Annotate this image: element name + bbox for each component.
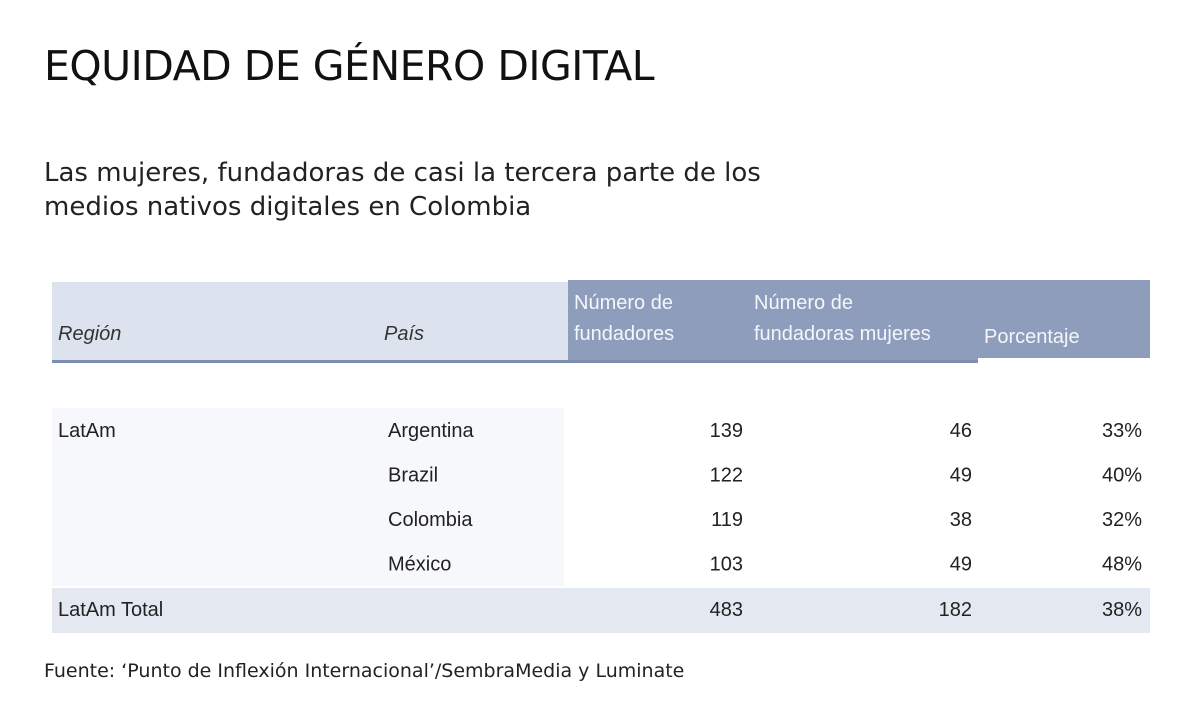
body-band — [52, 408, 564, 586]
subtitle-line-1: Las mujeres, fundadoras de casi la terce… — [44, 158, 761, 188]
header-mujeres-line-1: Número de — [754, 292, 853, 314]
header-mujeres-line-2: fundadoras mujeres — [754, 323, 931, 345]
cell-pais-row-4: México — [388, 554, 451, 576]
page-subtitle: Las mujeres, fundadoras de casi la terce… — [44, 156, 824, 224]
total-mujeres: 182 — [939, 599, 972, 621]
cell-mujeres-row-4: 49 — [950, 554, 972, 576]
page-title: EQUIDAD DE GÉNERO DIGITAL — [44, 42, 655, 90]
cell-fundadores-row-3: 119 — [711, 509, 743, 531]
header-fundadores-line-2: fundadores — [574, 323, 674, 345]
total-row-band — [52, 588, 1150, 633]
cell-region-row-1: LatAm — [58, 420, 116, 442]
cell-pais-row-3: Colombia — [388, 509, 473, 531]
cell-mujeres-row-3: 38 — [950, 509, 972, 531]
header-underline — [52, 360, 978, 363]
total-fundadores: 483 — [710, 599, 743, 621]
subtitle-line-2: medios nativos digitales en Colombia — [44, 192, 532, 222]
cell-pais-row-2: Brazil — [388, 465, 438, 487]
cell-porcentaje-row-4: 48% — [1102, 554, 1142, 576]
header-band-dark — [568, 280, 978, 360]
source-note: Fuente: ‘Punto de Inflexión Internaciona… — [44, 660, 685, 682]
cell-pais-row-1: Argentina — [388, 420, 474, 442]
total-porcentaje: 38% — [1102, 599, 1142, 621]
cell-porcentaje-row-2: 40% — [1102, 465, 1142, 487]
cell-porcentaje-row-3: 32% — [1102, 509, 1142, 531]
header-band-light — [52, 282, 568, 360]
cell-fundadores-row-4: 103 — [710, 554, 743, 576]
header-porcentaje-line-1: Porcentaje — [984, 326, 1080, 348]
cell-porcentaje-row-1: 33% — [1102, 420, 1142, 442]
cell-fundadores-row-2: 122 — [710, 465, 743, 487]
header-fundadores-line-1: Número de — [574, 292, 673, 314]
cell-mujeres-row-2: 49 — [950, 465, 972, 487]
total-region: LatAm Total — [58, 599, 163, 621]
cell-fundadores-row-1: 139 — [710, 420, 743, 442]
header-region-line-1: Región — [58, 323, 121, 345]
cell-mujeres-row-1: 46 — [950, 420, 972, 442]
header-pais-line-1: País — [384, 323, 424, 345]
header-band-dark-end — [978, 280, 1150, 358]
